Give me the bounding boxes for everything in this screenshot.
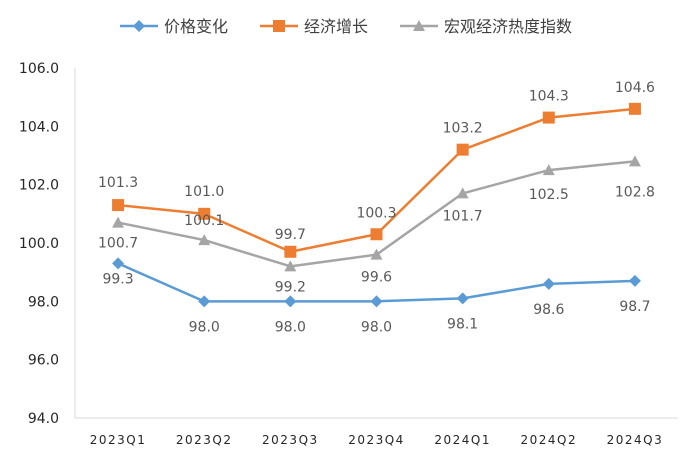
legend-marker <box>413 20 425 31</box>
y-tick-label: 102.0 <box>19 178 59 194</box>
data-point <box>198 207 211 220</box>
data-label: 98.7 <box>619 299 650 315</box>
data-point <box>628 102 641 115</box>
y-tick-label: 94.0 <box>28 411 59 427</box>
x-tick-label: 2023Q2 <box>176 433 233 447</box>
data-point <box>112 199 125 212</box>
data-label: 100.7 <box>98 236 138 252</box>
y-tick-label: 96.0 <box>28 353 59 369</box>
data-label: 98.0 <box>189 319 220 335</box>
data-label: 100.1 <box>184 213 224 229</box>
data-label: 103.2 <box>443 121 483 137</box>
data-point <box>198 295 211 308</box>
series-1 <box>112 102 641 258</box>
data-label: 99.3 <box>102 271 133 287</box>
data-label: 104.6 <box>615 80 655 96</box>
legend: 价格变化 经济增长 宏观经济热度指数 <box>120 17 572 36</box>
data-label: 100.3 <box>356 205 396 221</box>
data-point <box>112 216 125 228</box>
data-label: 102.8 <box>615 184 655 200</box>
legend-label: 经济增长 <box>304 17 368 36</box>
data-label: 101.0 <box>184 184 224 200</box>
legend-item: 价格变化 <box>120 17 228 36</box>
x-tick-label: 2023Q1 <box>90 433 147 447</box>
data-point <box>542 277 555 290</box>
legend-marker <box>133 20 145 32</box>
data-label: 101.7 <box>443 208 483 224</box>
data-label: 98.0 <box>361 319 392 335</box>
data-point <box>284 260 297 272</box>
x-tick-label: 2024Q1 <box>434 433 491 447</box>
y-tick-label: 106.0 <box>19 61 59 77</box>
series-layer <box>112 102 641 308</box>
data-point <box>370 248 383 260</box>
data-point <box>456 143 469 156</box>
x-tick-label: 2024Q3 <box>607 433 664 447</box>
y-tick-label: 98.0 <box>28 294 59 310</box>
data-label: 98.1 <box>447 316 478 332</box>
data-point <box>456 292 469 305</box>
data-point <box>284 295 297 308</box>
legend-item: 宏观经济热度指数 <box>400 17 572 36</box>
data-label: 99.6 <box>361 270 392 286</box>
x-tick-label: 2024Q2 <box>520 433 577 447</box>
x-tick-label: 2023Q3 <box>262 433 319 447</box>
data-label: 104.3 <box>529 89 569 105</box>
y-tick-label: 100.0 <box>19 236 59 252</box>
series-0 <box>112 257 641 308</box>
data-point <box>628 274 641 287</box>
data-point <box>542 164 555 176</box>
legend-label: 宏观经济热度指数 <box>444 17 572 36</box>
data-point <box>198 234 211 246</box>
legend-marker <box>273 20 285 32</box>
data-point <box>628 155 641 167</box>
data-label: 99.2 <box>275 279 306 295</box>
data-point <box>542 111 555 124</box>
data-label: 98.0 <box>275 319 306 335</box>
data-label: 101.3 <box>98 175 138 191</box>
data-labels: 99.3 98.0 98.0 98.0 98.1 98.6 98.7 101.3 101.0 99… <box>98 80 655 336</box>
data-point <box>284 245 297 258</box>
legend-item: 经济增长 <box>260 17 368 36</box>
data-point <box>370 228 383 241</box>
axes: 94.0 96.0 98.0 100.0 102.0 104.0 106.0 2023Q1 20… <box>19 61 678 447</box>
data-label: 98.6 <box>533 302 564 318</box>
data-label: 102.5 <box>529 187 569 203</box>
data-label: 99.7 <box>275 227 306 243</box>
y-tick-label: 104.0 <box>19 119 59 135</box>
data-point <box>456 187 469 199</box>
series-2 <box>112 155 641 272</box>
x-tick-label: 2023Q4 <box>348 433 405 447</box>
data-point <box>112 257 125 270</box>
legend-label: 价格变化 <box>164 17 228 36</box>
data-point <box>370 295 383 308</box>
